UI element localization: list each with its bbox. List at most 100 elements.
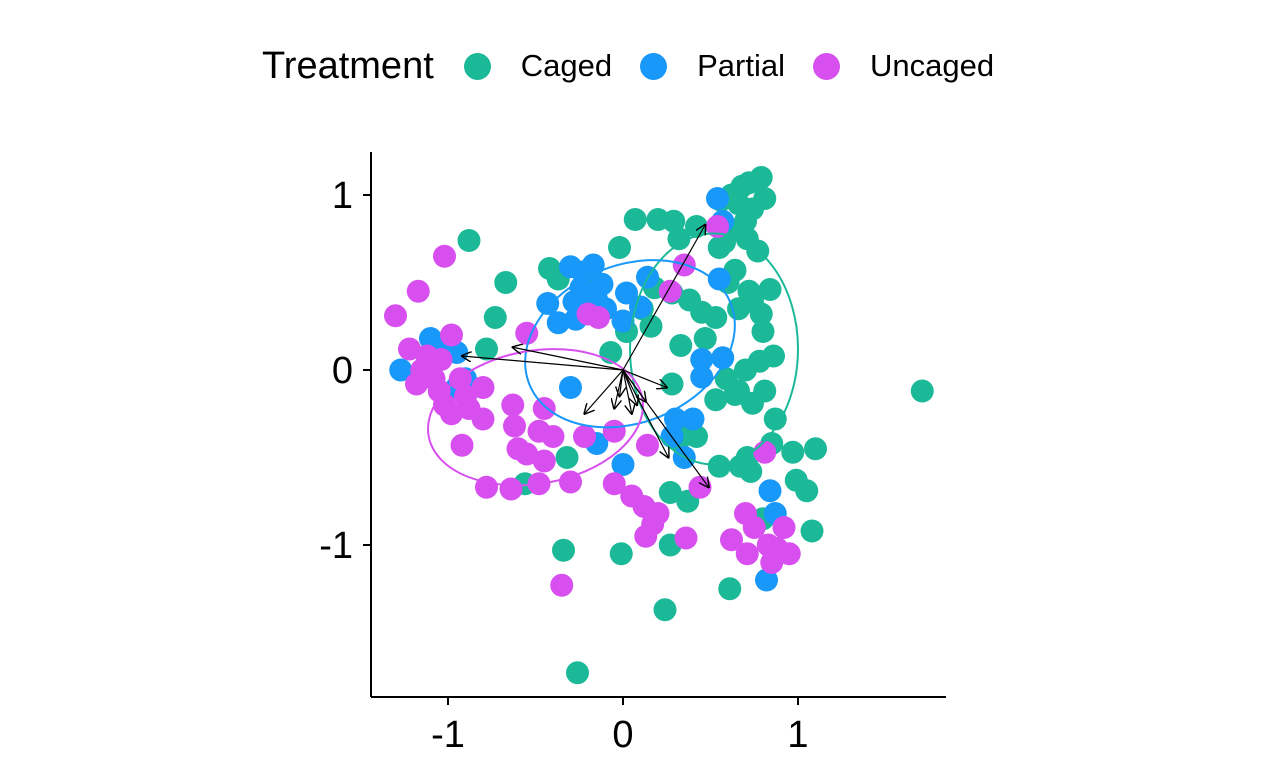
legend-item-uncaged: Uncaged bbox=[813, 48, 994, 84]
point-uncaged bbox=[772, 516, 796, 539]
point-uncaged bbox=[475, 475, 498, 499]
point-partial bbox=[389, 358, 413, 382]
point-caged bbox=[749, 302, 773, 326]
point-uncaged bbox=[541, 425, 565, 448]
point-caged bbox=[718, 577, 742, 601]
point-caged bbox=[751, 320, 775, 343]
point-caged bbox=[639, 314, 663, 338]
point-caged bbox=[566, 661, 589, 685]
point-caged bbox=[693, 327, 717, 350]
point-caged bbox=[623, 208, 647, 231]
y-tick-label: -1 bbox=[319, 525, 353, 567]
point-uncaged bbox=[587, 306, 610, 329]
point-caged bbox=[457, 229, 481, 252]
point-uncaged bbox=[499, 477, 523, 501]
point-caged bbox=[658, 481, 682, 504]
y-tick-label: 1 bbox=[332, 175, 353, 217]
point-uncaged bbox=[501, 393, 525, 417]
point-partial bbox=[559, 376, 582, 399]
point-caged bbox=[763, 407, 787, 431]
point-uncaged bbox=[515, 442, 539, 466]
point-partial bbox=[611, 453, 635, 476]
point-caged bbox=[653, 598, 677, 622]
point-uncaged bbox=[760, 551, 784, 574]
point-caged bbox=[781, 440, 805, 464]
point-uncaged bbox=[429, 348, 453, 371]
point-caged bbox=[800, 519, 824, 543]
point-caged bbox=[734, 358, 757, 382]
point-uncaged bbox=[658, 279, 682, 303]
vector-arrow bbox=[622, 369, 637, 405]
point-uncaged bbox=[450, 433, 474, 457]
point-caged bbox=[538, 257, 561, 280]
point-caged bbox=[727, 297, 750, 321]
point-caged bbox=[707, 454, 731, 478]
point-uncaged bbox=[720, 528, 743, 552]
point-uncaged bbox=[532, 397, 556, 420]
point-caged bbox=[804, 437, 827, 461]
point-caged bbox=[609, 542, 633, 566]
point-partial bbox=[690, 365, 714, 389]
vector-arrow bbox=[513, 347, 624, 371]
vector-arrow bbox=[622, 369, 646, 402]
point-caged bbox=[555, 446, 579, 469]
point-uncaged bbox=[471, 407, 495, 431]
vector-arrow bbox=[585, 369, 624, 414]
legend-label-uncaged: Uncaged bbox=[870, 48, 995, 83]
point-uncaged bbox=[384, 304, 407, 328]
point-caged bbox=[552, 538, 575, 562]
point-partial bbox=[615, 281, 638, 305]
vector-arrow bbox=[622, 369, 632, 414]
point-uncaged bbox=[406, 279, 430, 303]
point-caged bbox=[667, 227, 691, 251]
legend-title: Treatment bbox=[262, 44, 434, 87]
point-uncaged bbox=[777, 542, 801, 566]
vector-arrow bbox=[622, 225, 705, 371]
point-uncaged bbox=[735, 542, 759, 566]
point-caged bbox=[910, 379, 934, 403]
point-uncaged bbox=[532, 449, 556, 473]
point-caged bbox=[608, 236, 631, 259]
point-uncaged bbox=[440, 402, 463, 426]
point-uncaged bbox=[550, 573, 574, 597]
point-uncaged bbox=[433, 244, 456, 268]
point-uncaged bbox=[559, 470, 582, 494]
point-uncaged bbox=[674, 526, 698, 550]
point-partial bbox=[546, 311, 570, 335]
chart-legend: Treatment Caged Partial Uncaged bbox=[262, 40, 1022, 92]
legend-swatch-uncaged bbox=[813, 52, 840, 80]
point-uncaged bbox=[471, 376, 495, 399]
vector-arrow bbox=[622, 369, 667, 388]
point-caged bbox=[758, 278, 782, 301]
point-uncaged bbox=[634, 524, 658, 548]
point-caged bbox=[707, 236, 731, 259]
point-uncaged bbox=[405, 372, 428, 396]
point-uncaged bbox=[398, 337, 421, 361]
point-uncaged bbox=[636, 433, 659, 457]
point-caged bbox=[795, 479, 819, 503]
point-caged bbox=[685, 425, 708, 448]
point-uncaged bbox=[602, 472, 626, 496]
point-uncaged bbox=[706, 215, 729, 238]
legend-item-partial: Partial bbox=[640, 48, 785, 84]
point-caged bbox=[749, 166, 773, 189]
point-partial bbox=[690, 348, 714, 371]
point-caged bbox=[475, 337, 498, 361]
ellipse-partial bbox=[524, 259, 736, 429]
point-caged bbox=[678, 288, 701, 312]
point-uncaged bbox=[440, 323, 463, 347]
point-caged bbox=[741, 391, 764, 415]
point-caged bbox=[723, 383, 747, 406]
point-uncaged bbox=[742, 516, 766, 539]
point-partial bbox=[706, 187, 729, 210]
point-caged bbox=[660, 372, 684, 396]
point-caged bbox=[669, 334, 693, 357]
x-tick-label: -1 bbox=[431, 714, 465, 756]
legend-label-caged: Caged bbox=[520, 48, 613, 83]
vector-arrow bbox=[622, 369, 669, 458]
point-partial bbox=[758, 479, 782, 503]
vector-arrow bbox=[620, 369, 624, 396]
point-uncaged bbox=[753, 440, 777, 464]
point-partial bbox=[707, 267, 731, 291]
vector-arrow bbox=[462, 356, 624, 371]
